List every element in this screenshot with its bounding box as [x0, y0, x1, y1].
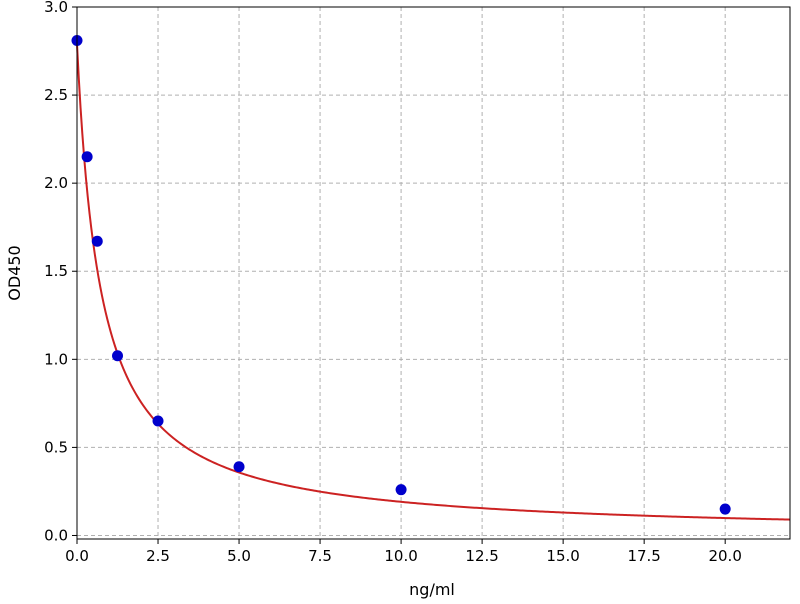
- x-axis-label: ng/ml: [409, 580, 455, 599]
- y-tick-label: 2.5: [44, 86, 68, 104]
- x-tick-label: 7.5: [308, 547, 332, 565]
- y-tick-label: 1.5: [44, 262, 68, 280]
- x-tick-label: 15.0: [546, 547, 579, 565]
- plot-frame: [76, 6, 791, 540]
- x-axis: 0.0 2.5 5.0 7.5 10.0 12.5 15.0 17.5 20.0: [65, 539, 742, 565]
- x-tick-label: 17.5: [627, 547, 660, 565]
- fit-curve-line: [76, 43, 791, 521]
- y-tick-label: 0.0: [44, 526, 68, 544]
- data-point: [91, 235, 103, 247]
- y-tick-label: 1.0: [44, 350, 68, 368]
- data-points: [71, 34, 731, 515]
- data-point: [719, 503, 731, 515]
- x-tick-label: 5.0: [227, 547, 251, 565]
- data-point: [112, 350, 124, 362]
- data-point: [395, 484, 407, 496]
- data-point: [233, 461, 245, 473]
- y-tick-label: 3.0: [44, 0, 68, 16]
- y-tick-label: 0.5: [44, 438, 68, 456]
- x-tick-label: 0.0: [65, 547, 89, 565]
- x-tick-label: 20.0: [708, 547, 741, 565]
- y-axis: 0.0 0.5 1.0 1.5 2.0 2.5 3.0: [44, 0, 77, 544]
- fit-curve-layer: [76, 43, 791, 521]
- grid: [76, 6, 790, 539]
- data-point: [81, 151, 93, 163]
- y-tick-label: 2.0: [44, 174, 68, 192]
- x-tick-label: 10.0: [384, 547, 417, 565]
- x-tick-label: 12.5: [465, 547, 498, 565]
- data-point: [152, 415, 164, 427]
- x-tick-label: 2.5: [146, 547, 170, 565]
- y-axis-label: OD450: [5, 245, 24, 300]
